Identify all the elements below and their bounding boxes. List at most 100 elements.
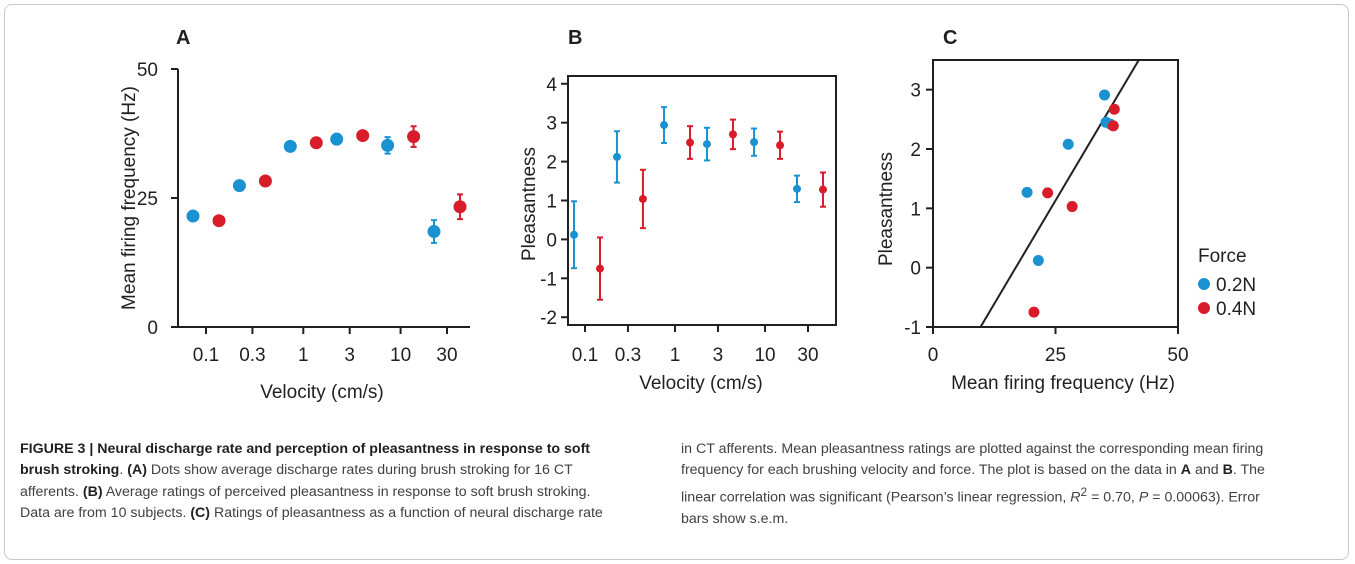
figure-frame <box>4 4 1349 560</box>
x-tick-label: 0.1 <box>572 345 598 366</box>
y-tick-label: 3 <box>910 81 921 102</box>
y-axis-title: Pleasantness <box>876 152 897 266</box>
caption-right-text-2: . The linear correlation was significant… <box>681 462 1265 506</box>
caption-c-label: (C) <box>190 505 211 522</box>
x-tick-label: 0.3 <box>615 345 641 366</box>
data-point-0-4n <box>1108 103 1120 115</box>
legend-title: Force <box>1198 246 1247 267</box>
y-tick-label: 0 <box>546 230 557 251</box>
x-tick-label: 1 <box>670 345 681 366</box>
y-tick-label: 50 <box>137 60 158 81</box>
regression-line <box>979 59 1140 328</box>
caption-ref-a: A <box>1180 462 1192 479</box>
x-tick-label: 0.1 <box>193 345 219 366</box>
caption-right-text-3: = 0.70, <box>1087 489 1139 506</box>
x-tick-label: 3 <box>713 345 724 366</box>
legend-marker <box>1198 302 1210 314</box>
caption-r-superscript: 2 <box>1080 484 1088 499</box>
x-tick-label: 10 <box>390 345 411 366</box>
legend-marker <box>1198 278 1210 290</box>
caption-ref-b: B <box>1222 462 1233 479</box>
y-tick-label: 25 <box>137 189 158 210</box>
caption-sep: . <box>119 462 128 479</box>
y-tick-label: -2 <box>540 308 557 329</box>
data-point-0-4n <box>1042 187 1054 199</box>
x-tick-label: 10 <box>754 345 775 366</box>
x-tick-label: 3 <box>344 345 355 366</box>
data-point-0-4n <box>686 138 695 147</box>
data-point-0-4n <box>1107 120 1119 132</box>
data-point-0-4n <box>638 194 647 203</box>
y-axis-title: Pleasantness <box>519 147 540 261</box>
y-tick-label: 1 <box>910 199 921 220</box>
data-point-0-4n <box>596 264 604 273</box>
x-tick-label: 50 <box>1167 345 1188 366</box>
x-axis-title: Velocity (cm/s) <box>639 373 763 394</box>
y-tick-label: 2 <box>546 153 557 174</box>
data-point-0-2n <box>750 138 759 147</box>
caption-left-column: FIGURE 3 | Neural discharge rate and per… <box>20 439 610 525</box>
caption-b-label: (B) <box>82 483 103 500</box>
data-point-0-2n <box>427 225 441 239</box>
data-point-0-4n <box>453 200 467 214</box>
x-tick-label: 30 <box>436 345 457 366</box>
x-tick-label: 0.3 <box>239 345 265 366</box>
y-tick-label: 0 <box>147 318 158 339</box>
y-tick-label: 1 <box>546 192 557 213</box>
caption-right-text-1: in CT afferents. Mean pleasantness ratin… <box>681 441 1264 479</box>
y-tick-label: 3 <box>546 114 557 135</box>
data-point-0-2n <box>381 138 395 152</box>
data-point-0-4n <box>819 185 827 194</box>
data-point-0-2n <box>330 132 344 146</box>
y-tick-label: 2 <box>910 140 921 161</box>
y-tick-label: -1 <box>904 318 921 339</box>
legend-label: 0.4N <box>1216 299 1256 320</box>
y-tick-label: -1 <box>540 269 557 290</box>
caption-right-column: in CT afferents. Mean pleasantness ratin… <box>681 439 1271 530</box>
x-tick-label: 1 <box>298 345 309 366</box>
data-point-0-2n <box>232 179 246 193</box>
data-point-0-4n <box>356 129 370 143</box>
caption-c-text: Ratings of pleasantness as a function of… <box>210 505 603 522</box>
data-point-0-4n <box>407 130 421 144</box>
data-point-0-2n <box>612 152 621 161</box>
caption-b-text: Average ratings of perceived pleasantnes… <box>20 483 591 522</box>
panel-letter-a: A <box>176 27 190 49</box>
data-point-0-2n <box>702 140 711 149</box>
x-axis-title: Mean firing frequency (Hz) <box>951 373 1175 394</box>
data-point-0-2n <box>186 209 200 223</box>
axes-b <box>567 75 837 326</box>
data-point-0-4n <box>309 136 323 150</box>
data-point-0-4n <box>258 174 272 188</box>
caption-and: and <box>1191 462 1223 479</box>
x-tick-label: 0 <box>928 345 939 366</box>
data-point-0-2n <box>1062 138 1074 150</box>
data-point-0-4n <box>728 130 737 139</box>
caption-p-symbol: P <box>1138 489 1149 506</box>
axes-a <box>177 69 470 328</box>
data-point-0-2n <box>1099 89 1110 101</box>
caption-a-label: (A) <box>127 462 147 479</box>
data-point-0-2n <box>570 230 578 239</box>
data-point-0-2n <box>660 121 669 130</box>
panel-letter-c: C <box>943 27 957 49</box>
data-point-0-4n <box>1028 306 1040 318</box>
caption-a-text: Dots show average discharge rates during… <box>20 462 573 500</box>
data-point-0-2n <box>283 139 297 153</box>
figure-label: FIGURE 3 | Neural discharge rate and per… <box>20 441 591 479</box>
axes-c <box>932 59 1179 328</box>
x-axis-title: Velocity (cm/s) <box>260 382 384 403</box>
data-point-0-4n <box>212 214 226 228</box>
x-tick-label: 25 <box>1045 345 1066 366</box>
legend-label: 0.2N <box>1216 275 1256 296</box>
data-point-0-4n <box>776 141 785 150</box>
y-tick-label: 0 <box>910 259 921 280</box>
y-tick-label: 4 <box>546 75 557 96</box>
data-point-0-2n <box>793 184 801 193</box>
caption-r-symbol: R <box>1070 489 1081 506</box>
figure-charts: A 0 25 50 0.1 0.3 1 3 10 30 Velocity (cm/s) Mean fi… <box>119 27 1256 403</box>
data-point-0-2n <box>1021 186 1033 198</box>
data-point-0-4n <box>1066 201 1078 213</box>
x-tick-label: 30 <box>797 345 818 366</box>
